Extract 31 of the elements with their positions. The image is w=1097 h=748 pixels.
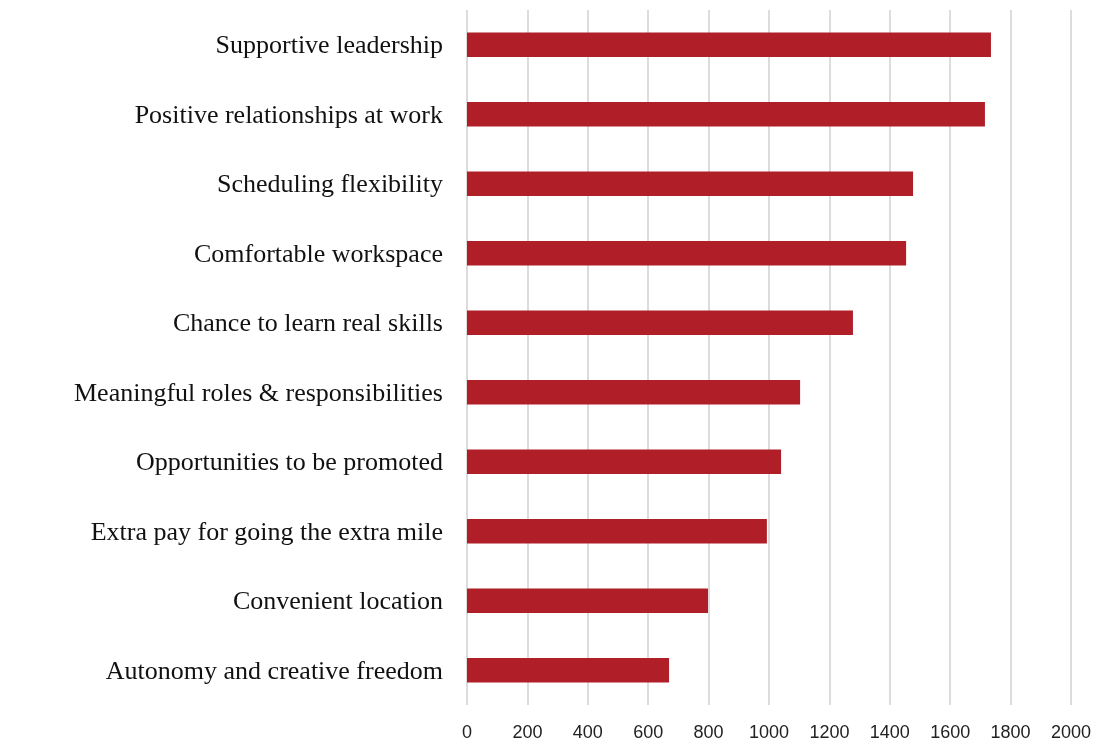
- bar: [467, 380, 801, 405]
- y-tick-label: Extra pay for going the extra mile: [90, 516, 443, 546]
- bar: [467, 449, 782, 474]
- x-tick-label: 600: [633, 722, 664, 742]
- y-tick-label: Meaningful roles & responsibilities: [73, 377, 443, 407]
- x-tick-label: 0: [461, 722, 473, 742]
- y-tick-label: Chance to learn real skills: [172, 308, 443, 338]
- x-tick-label: 400: [572, 722, 603, 742]
- y-tick-label: Scheduling flexibility: [216, 169, 443, 199]
- bar: [467, 102, 985, 127]
- x-tick-label: 2000: [1050, 722, 1092, 742]
- bar: [467, 241, 907, 266]
- x-tick-label: 1400: [869, 722, 910, 742]
- x-tick-label: 200: [512, 722, 543, 742]
- x-tick-label: 1600: [930, 722, 971, 742]
- bar: [467, 32, 991, 57]
- bar: [467, 310, 853, 335]
- bar: [467, 658, 670, 683]
- y-tick-label: Convenient location: [232, 586, 443, 616]
- x-tick-label: 1000: [748, 722, 790, 742]
- y-tick-label: Autonomy and creative freedom: [105, 655, 443, 685]
- y-tick-label: Supportive leadership: [215, 30, 443, 60]
- bar: [467, 519, 767, 544]
- x-tick-label: 1800: [990, 722, 1031, 742]
- x-tick-label: 1200: [809, 722, 850, 742]
- y-tick-label: Opportunities to be promoted: [136, 447, 443, 477]
- y-tick-label: Comfortable workspace: [193, 238, 443, 268]
- y-tick-label: Positive relationships at work: [134, 99, 443, 129]
- bar: [467, 588, 708, 613]
- bar: [467, 171, 914, 196]
- x-tick-label: 800: [693, 722, 724, 742]
